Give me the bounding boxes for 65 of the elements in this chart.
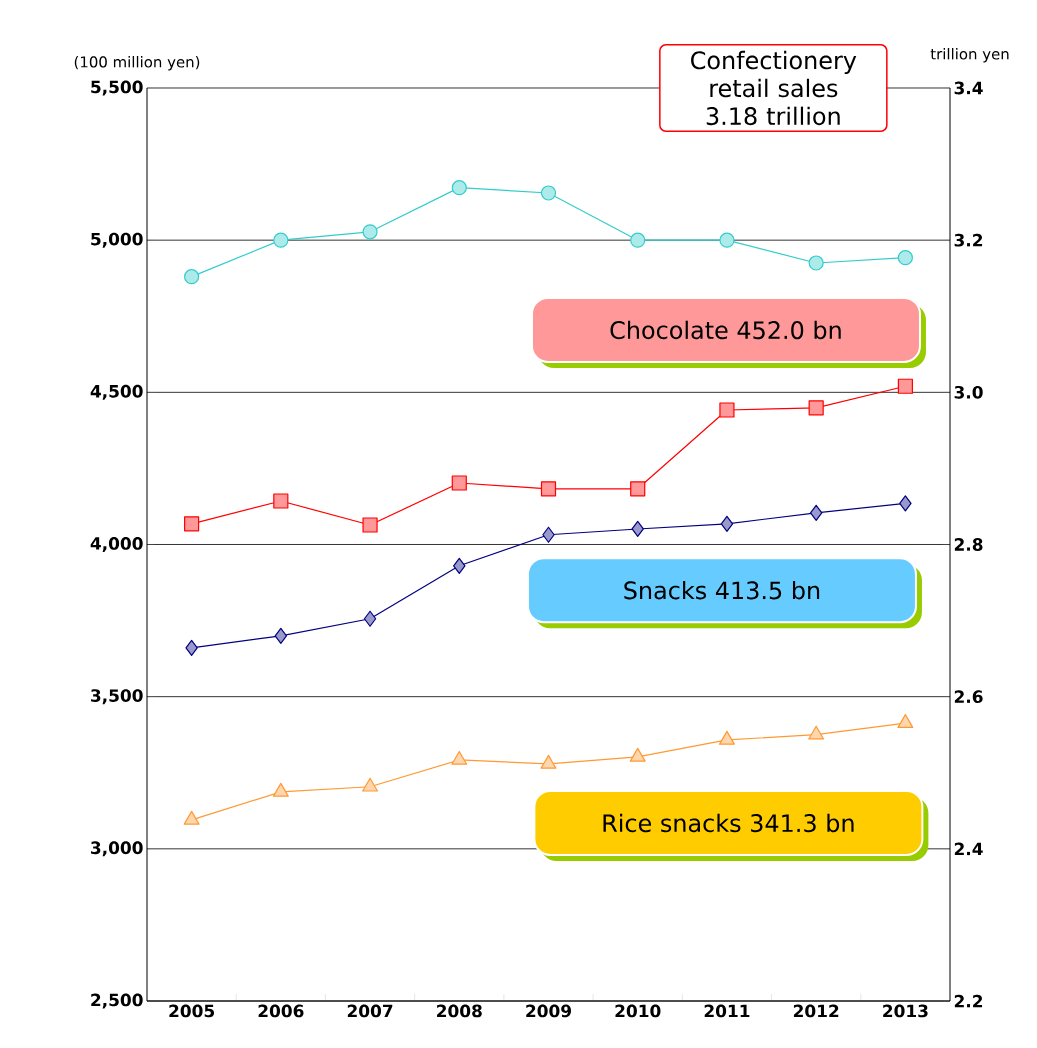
- point: [273, 493, 289, 509]
- point: [897, 378, 913, 394]
- y2-tick-label: 2.6: [954, 690, 983, 704]
- y-tick-label: 5,500: [91, 80, 143, 96]
- y2-tick-label: 2.4: [954, 842, 983, 856]
- x-tick-label: 2008: [437, 1004, 482, 1018]
- text: Chocolate 452.0 bn: [610, 320, 841, 340]
- point: [630, 232, 646, 248]
- y2-tick-label: 3.4: [954, 81, 983, 95]
- point: [540, 185, 557, 201]
- point: [899, 495, 912, 512]
- point: [720, 515, 734, 532]
- point: [540, 481, 557, 497]
- point: [274, 627, 288, 644]
- y-tick-label: 3,500: [91, 689, 143, 705]
- x-tick-label: 2007: [347, 1004, 393, 1018]
- x-tick-label: 2010: [615, 1004, 661, 1018]
- point: [808, 725, 825, 740]
- y2-tick-label: 2.8: [954, 538, 983, 551]
- point: [808, 255, 824, 271]
- x-tick-label: 2012: [793, 1004, 839, 1018]
- point: [273, 232, 289, 248]
- point: [808, 400, 824, 416]
- y-axis-title: (100 million yen): [74, 56, 200, 71]
- point: [184, 516, 200, 532]
- point: [183, 810, 200, 825]
- y-tick-label: 4,500: [90, 384, 143, 400]
- x-tick-label: 2009: [526, 1004, 571, 1018]
- point: [272, 782, 289, 797]
- point: [630, 481, 646, 497]
- x-tick-label: 2005: [169, 1004, 215, 1018]
- chart-title: Confectionery retail sales 3.18 trillion: [691, 50, 857, 126]
- point: [897, 250, 913, 266]
- point: [542, 526, 555, 543]
- point: [719, 402, 735, 418]
- series-label: Snacks 413.5 bn: [624, 580, 820, 600]
- point: [185, 639, 198, 657]
- point: [897, 714, 914, 728]
- x-tick-label: 2011: [704, 1004, 750, 1018]
- point: [362, 777, 379, 792]
- point: [629, 747, 646, 762]
- point: [451, 750, 468, 765]
- point: [718, 730, 735, 745]
- point: [451, 475, 467, 491]
- y2-tick-label: 2.2: [954, 994, 983, 1008]
- point: [363, 610, 377, 627]
- point: [631, 520, 644, 538]
- y2-axis-title: trillion yen: [930, 48, 1009, 63]
- y-tick-label: 3,000: [91, 841, 143, 857]
- x-tick-label: 2006: [258, 1004, 304, 1018]
- x-tick-label: 2013: [883, 1004, 928, 1018]
- y-tick-label: 5,000: [91, 232, 143, 248]
- point: [451, 180, 467, 196]
- point: [362, 517, 378, 533]
- text: Rice snacks 341.3 bn: [603, 813, 854, 833]
- y-tick-label: 2,500: [91, 993, 143, 1009]
- y-tick-label: 4,000: [90, 537, 143, 552]
- point: [719, 232, 735, 248]
- point: [540, 754, 557, 769]
- point: [809, 504, 823, 521]
- point: [362, 224, 378, 240]
- y2-tick-label: 3.2: [954, 233, 983, 247]
- point: [184, 269, 200, 285]
- point: [453, 557, 466, 574]
- y2-tick-label: 3.0: [954, 385, 983, 399]
